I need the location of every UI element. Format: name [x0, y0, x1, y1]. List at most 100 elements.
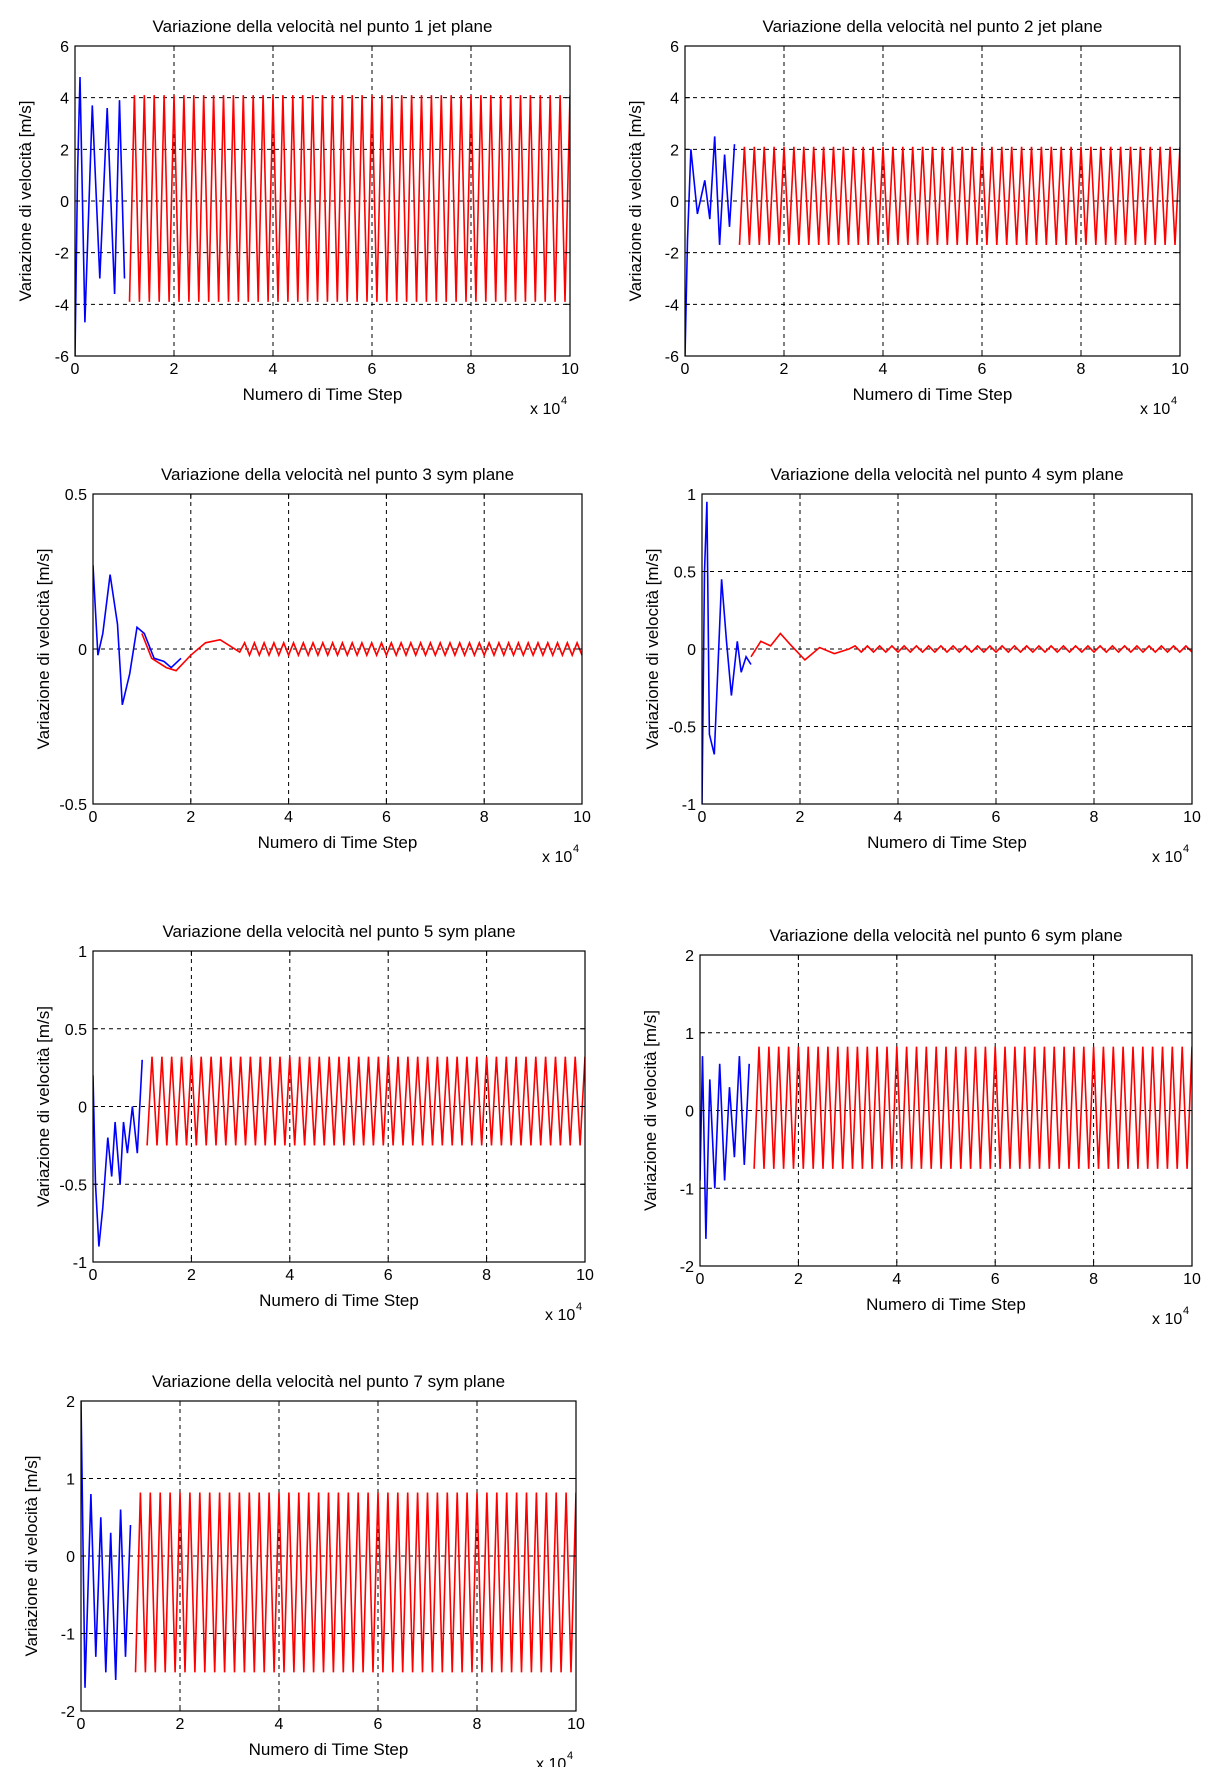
x-tick-label: 0: [698, 809, 707, 826]
x-tick-label: 8: [482, 1267, 491, 1284]
x-axis-multiplier-exponent: 4: [1171, 395, 1177, 407]
x-tick-label: 6: [992, 809, 1001, 826]
chart-title: Variazione della velocità nel punto 4 sy…: [770, 465, 1123, 484]
y-tick-label: 1: [66, 1472, 75, 1489]
x-axis-label: Numero di Time Step: [867, 833, 1027, 852]
y-tick-label: -1: [680, 1181, 694, 1198]
x-axis-multiplier-exponent: 4: [576, 1301, 582, 1313]
y-axis-label: Variazione di velocità [m/s]: [641, 1010, 660, 1211]
x-axis-multiplier-exponent: 4: [567, 1750, 573, 1762]
x-tick-label: 4: [284, 809, 293, 826]
x-tick-label: 2: [186, 809, 195, 826]
x-tick-label: 8: [1090, 809, 1099, 826]
chart-title: Variazione della velocità nel punto 6 sy…: [769, 926, 1122, 945]
y-tick-label: 6: [670, 39, 679, 56]
y-tick-label: 2: [60, 142, 69, 159]
x-tick-label: 2: [170, 361, 179, 378]
x-tick-label: 10: [567, 1716, 585, 1733]
chart-1: 0 2 4 6 8 10 -6 -4 -2 0 2 4 6 Variazione della veloci…: [16, 17, 579, 418]
x-tick-label: 0: [77, 1716, 86, 1733]
y-tick-label: -2: [61, 1704, 75, 1721]
series-line-blue: [93, 1059, 143, 1247]
series-line-red: [128, 95, 570, 302]
x-tick-label: 8: [1077, 361, 1086, 378]
x-tick-label: 6: [991, 1271, 1000, 1288]
y-tick-label: 0.5: [65, 487, 87, 504]
y-tick-label: -6: [55, 349, 69, 366]
y-tick-label: -1: [73, 1255, 87, 1272]
x-tick-label: 8: [467, 361, 476, 378]
x-tick-label: 6: [384, 1267, 393, 1284]
series-line-red: [753, 1046, 1192, 1169]
chart-5: 0 2 4 6 8 10 -1 -0.5 0 0.5 1 Variazione della veloc…: [34, 922, 594, 1324]
x-tick-label: 2: [780, 361, 789, 378]
x-tick-label: 8: [480, 809, 489, 826]
x-tick-label: 10: [1183, 1271, 1201, 1288]
y-axis-label: Variazione di velocità [m/s]: [22, 1456, 41, 1657]
y-tick-label: 0.5: [674, 565, 696, 582]
x-tick-label: 10: [1183, 809, 1201, 826]
x-tick-label: 2: [794, 1271, 803, 1288]
x-tick-label: 0: [681, 361, 690, 378]
y-tick-label: 1: [685, 1026, 694, 1043]
series-line-blue: [700, 1056, 750, 1239]
y-tick-label: -0.5: [668, 720, 696, 737]
x-tick-label: 10: [573, 809, 591, 826]
series-line-red: [134, 1492, 576, 1673]
y-tick-label: 0: [685, 1104, 694, 1121]
x-tick-label: 10: [561, 361, 579, 378]
y-tick-label: 0: [687, 642, 696, 659]
x-axis-label: Numero di Time Step: [243, 385, 403, 404]
chart-title: Variazione della velocità nel punto 5 sy…: [162, 922, 515, 941]
chart-title: Variazione della velocità nel punto 1 je…: [153, 17, 493, 36]
y-tick-label: 4: [60, 91, 69, 108]
chart-7: 0 2 4 6 8 10 -2 -1 0 1 2 Variazione della velocità …: [22, 1372, 585, 1767]
x-tick-label: 10: [1171, 361, 1189, 378]
y-tick-label: 2: [670, 142, 679, 159]
series-line-red: [750, 632, 1192, 661]
x-axis-multiplier: x 10: [1152, 849, 1182, 866]
x-axis-label: Numero di Time Step: [249, 1740, 409, 1759]
y-tick-label: -1: [682, 797, 696, 814]
x-tick-label: 4: [892, 1271, 901, 1288]
x-tick-label: 8: [1089, 1271, 1098, 1288]
y-tick-label: -6: [665, 349, 679, 366]
series-line-blue: [93, 565, 182, 705]
x-axis-multiplier-exponent: 4: [1183, 843, 1189, 855]
x-axis-label: Numero di Time Step: [258, 833, 418, 852]
y-tick-label: 0: [60, 194, 69, 211]
x-tick-label: 6: [382, 809, 391, 826]
x-tick-label: 4: [879, 361, 888, 378]
chart-title: Variazione della velocità nel punto 2 je…: [763, 17, 1103, 36]
x-tick-label: 2: [176, 1716, 185, 1733]
x-tick-label: 4: [269, 361, 278, 378]
chart-title: Variazione della velocità nel punto 7 sy…: [152, 1372, 505, 1391]
series-line-blue: [685, 136, 736, 356]
y-tick-label: -2: [665, 246, 679, 263]
x-tick-label: 6: [368, 361, 377, 378]
series-line-blue: [702, 501, 752, 804]
y-axis-label: Variazione di velocità [m/s]: [34, 1006, 53, 1207]
y-tick-label: 6: [60, 39, 69, 56]
series-line-red: [146, 1056, 585, 1146]
y-tick-label: 0.5: [65, 1022, 87, 1039]
y-tick-label: 4: [670, 91, 679, 108]
y-tick-label: 0: [670, 194, 679, 211]
x-axis-label: Numero di Time Step: [853, 385, 1013, 404]
x-axis-label: Numero di Time Step: [866, 1295, 1026, 1314]
x-tick-label: 10: [576, 1267, 594, 1284]
y-tick-label: -2: [680, 1259, 694, 1276]
y-tick-label: 2: [66, 1394, 75, 1411]
x-tick-label: 0: [89, 809, 98, 826]
x-axis-multiplier: x 10: [536, 1756, 566, 1767]
chart-4: 0 2 4 6 8 10 -1 -0.5 0 0.5 1 Variazione della veloc…: [643, 465, 1201, 866]
y-tick-label: -0.5: [59, 1177, 87, 1194]
x-tick-label: 6: [374, 1716, 383, 1733]
x-tick-label: 4: [285, 1267, 294, 1284]
x-axis-multiplier-exponent: 4: [561, 395, 567, 407]
series-line-blue: [81, 1401, 132, 1688]
y-tick-label: -1: [61, 1627, 75, 1644]
y-tick-label: -0.5: [59, 797, 87, 814]
x-tick-label: 0: [71, 361, 80, 378]
